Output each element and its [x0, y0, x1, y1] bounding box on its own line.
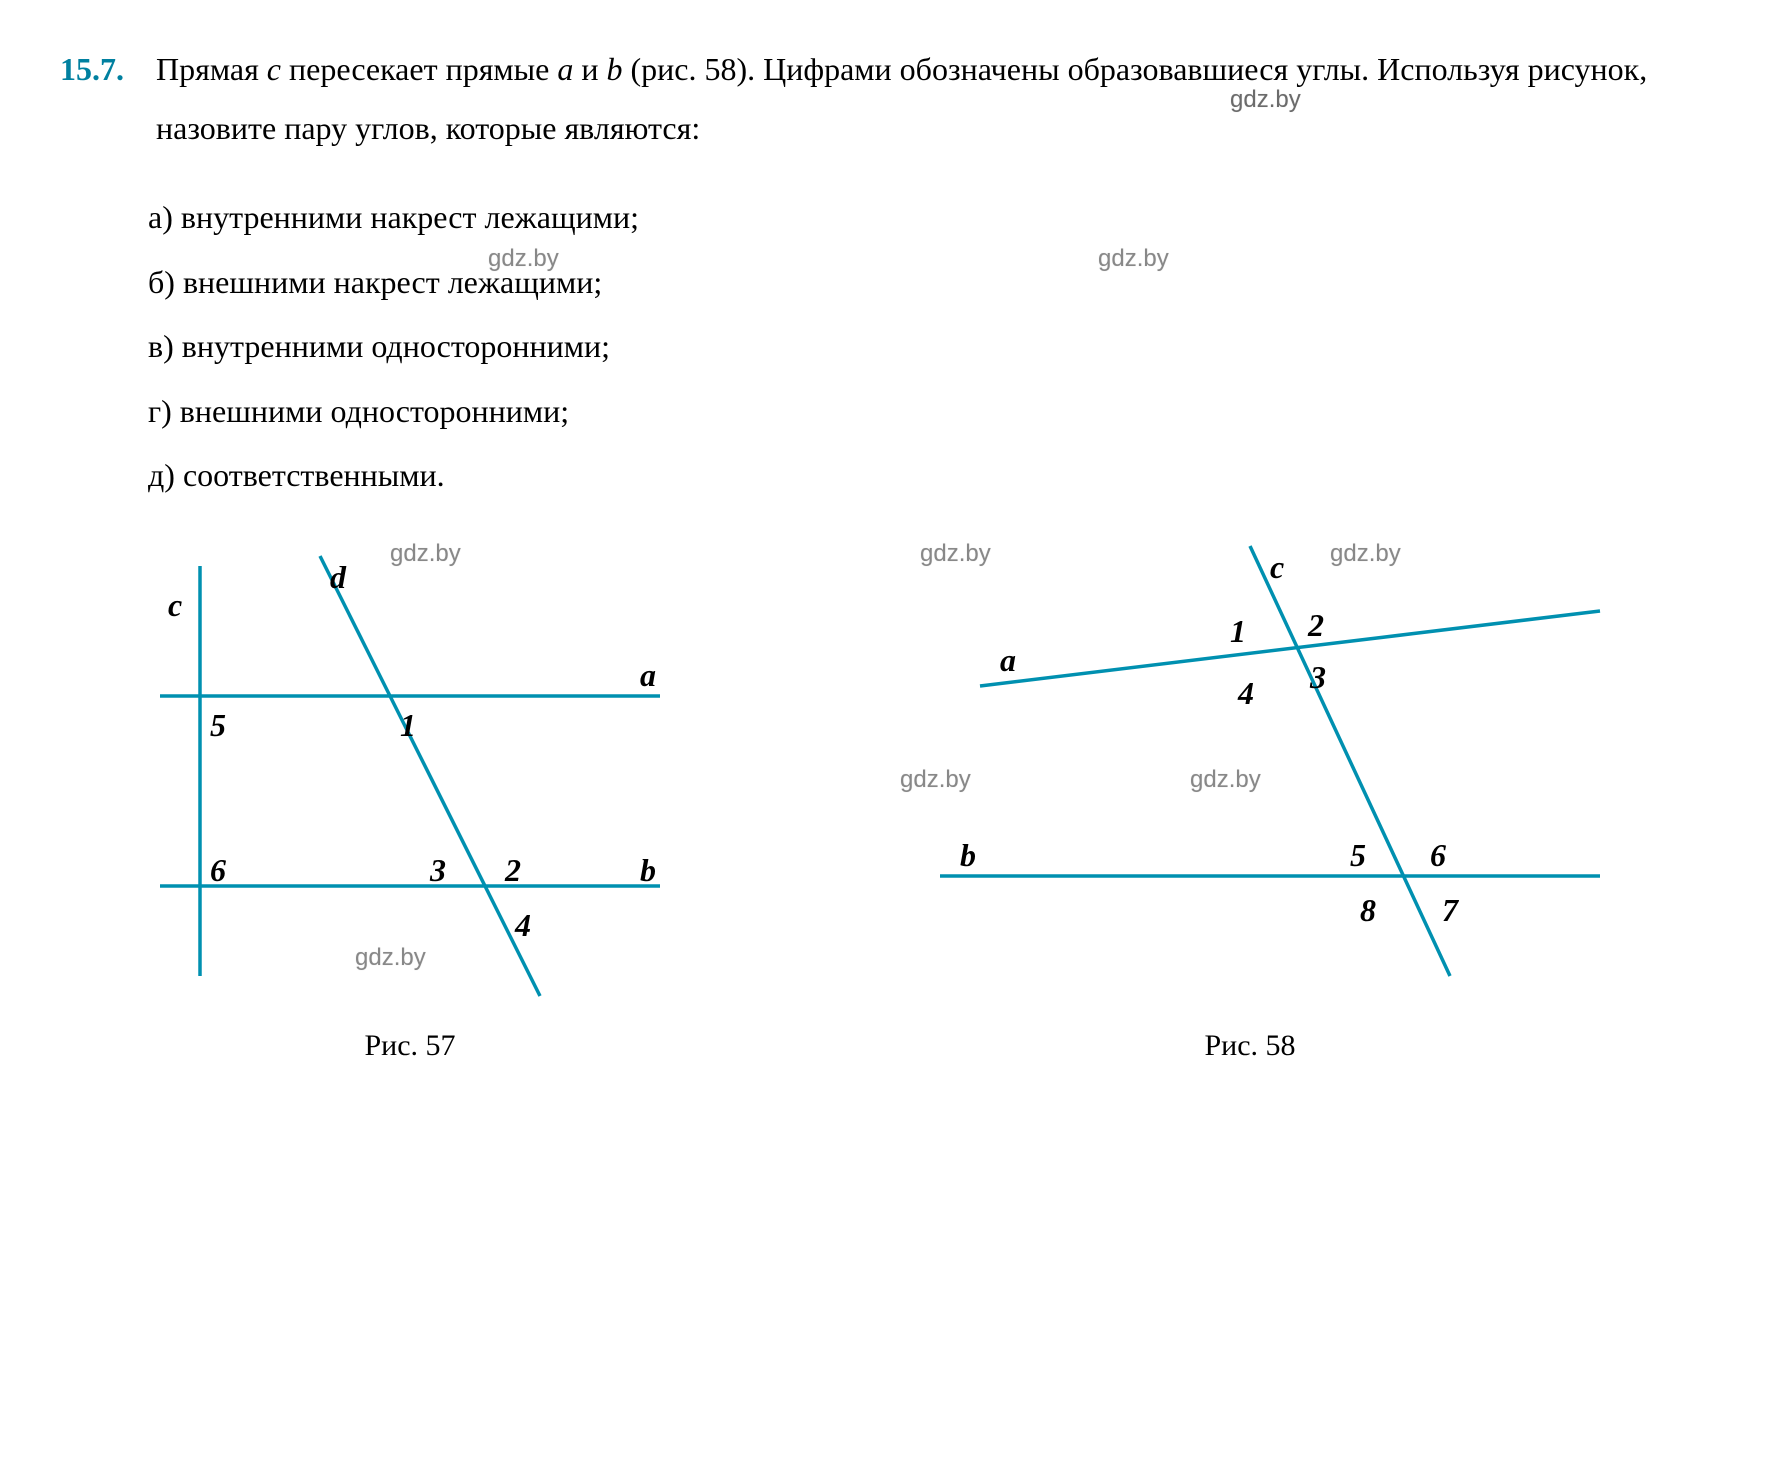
- var-b: b: [606, 51, 622, 87]
- text-p2: пересекает прямые: [281, 51, 557, 87]
- item-d: д) соответственными.: [148, 444, 1716, 506]
- item-b: б) внешними накрест лежащими;: [148, 251, 1716, 313]
- fig58-line-a: [980, 611, 1600, 686]
- item-a: а) внутренними накрест лежащими;: [148, 186, 1716, 248]
- fig57-line-d: [320, 556, 540, 996]
- var-c: c: [267, 51, 281, 87]
- fig58-num-1: 1: [1230, 613, 1246, 649]
- problem-block: 15.7. Прямая c пересекает прямые a и b (…: [60, 40, 1716, 158]
- fig57-label-d: d: [330, 559, 347, 595]
- fig57-label-c: c: [168, 587, 182, 623]
- fig57-num-5: 5: [210, 707, 226, 743]
- items-list: а) внутренними накрест лежащими; б) внеш…: [148, 186, 1716, 506]
- fig58-num-4: 4: [1237, 675, 1254, 711]
- figure-58: gdz.by gdz.by gdz.by gdz.by c a b 1 2 3 …: [860, 536, 1640, 1063]
- fig57-num-3: 3: [429, 852, 446, 888]
- problem-number: 15.7.: [60, 40, 148, 99]
- text-p3: и: [573, 51, 606, 87]
- item-v: в) внутренними односторонними;: [148, 315, 1716, 377]
- item-g: г) внешними односторонними;: [148, 380, 1716, 442]
- fig58-line-c: [1250, 546, 1450, 976]
- fig58-caption: Рис. 58: [860, 1029, 1640, 1063]
- fig57-num-1: 1: [400, 707, 416, 743]
- fig58-label-c: c: [1270, 549, 1284, 585]
- text-p1: Прямая: [156, 51, 267, 87]
- problem-text: Прямая c пересекает прямые a и b (рис. 5…: [156, 40, 1716, 158]
- fig58-num-7: 7: [1442, 892, 1460, 928]
- fig58-num-6: 6: [1430, 837, 1446, 873]
- fig58-num-5: 5: [1350, 837, 1366, 873]
- fig57-label-a: a: [640, 657, 656, 693]
- fig58-label-a: a: [1000, 642, 1016, 678]
- figure-57: gdz.by gdz.by c d a b 1 2 3 4 5 6 Рис. 5…: [100, 536, 720, 1063]
- fig57-num-6: 6: [210, 852, 226, 888]
- var-a: a: [557, 51, 573, 87]
- fig57-num-2: 2: [504, 852, 521, 888]
- fig58-label-b: b: [960, 837, 976, 873]
- fig57-caption: Рис. 57: [100, 1029, 720, 1063]
- fig57-svg: c d a b 1 2 3 4 5 6: [100, 536, 720, 1006]
- fig58-svg: c a b 1 2 3 4 5 6 7 8: [860, 536, 1640, 1006]
- fig58-num-3: 3: [1309, 659, 1326, 695]
- fig57-num-4: 4: [514, 907, 531, 943]
- fig58-num-8: 8: [1360, 892, 1376, 928]
- fig57-label-b: b: [640, 852, 656, 888]
- fig58-num-2: 2: [1307, 607, 1324, 643]
- figures-row: gdz.by gdz.by c d a b 1 2 3 4 5 6 Рис. 5…: [100, 536, 1716, 1063]
